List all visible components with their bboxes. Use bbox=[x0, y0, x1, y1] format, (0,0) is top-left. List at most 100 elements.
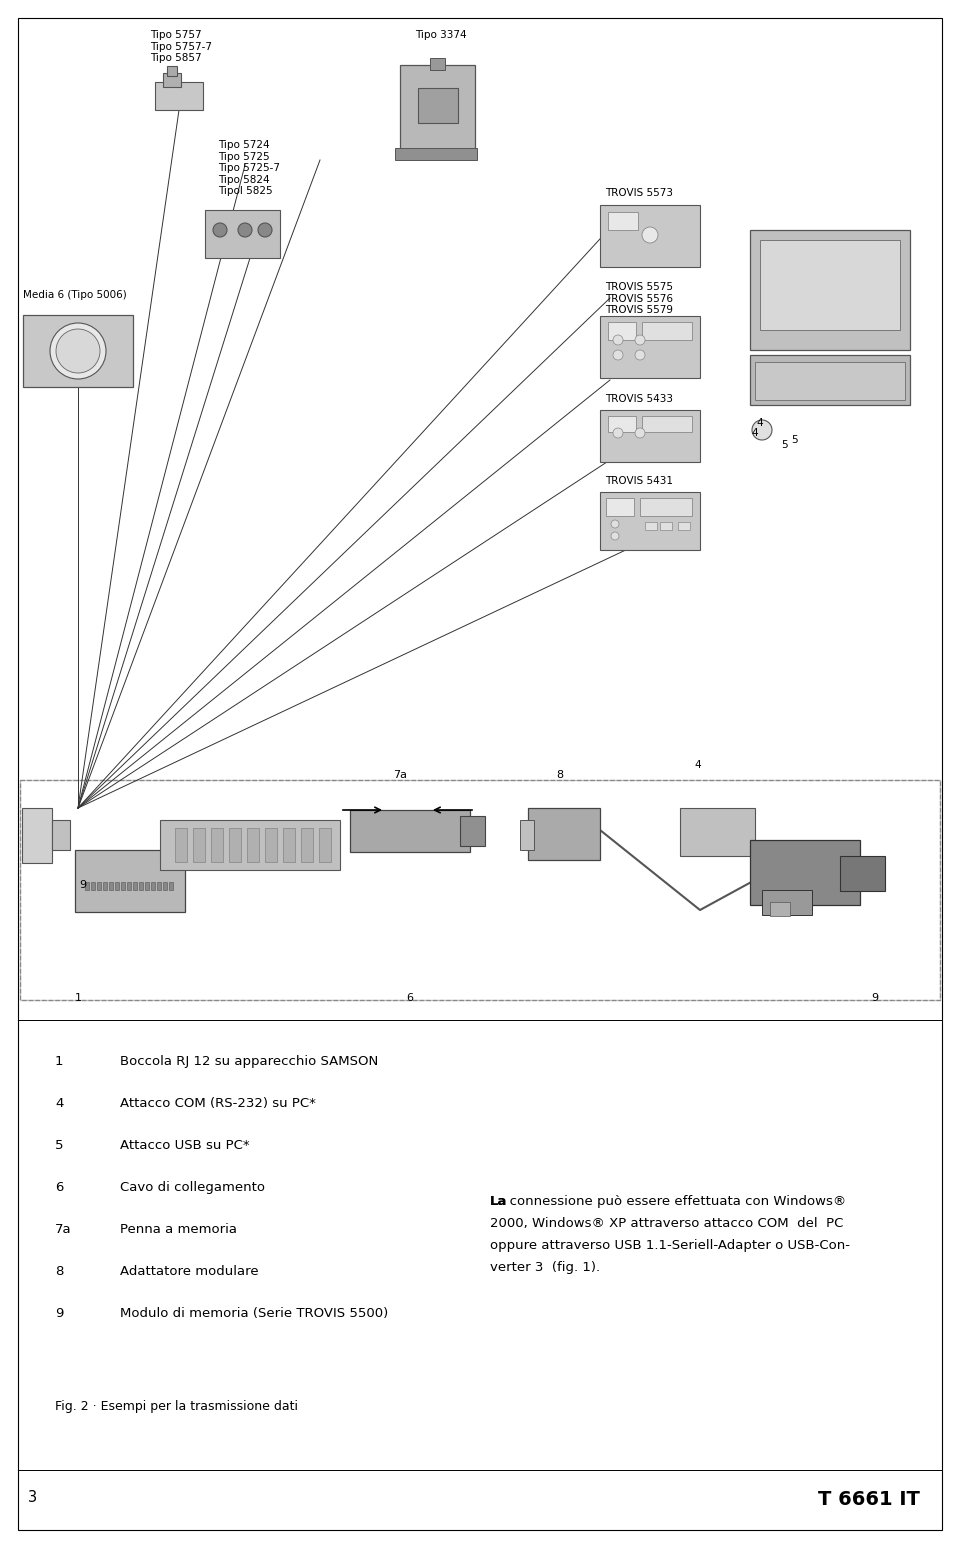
Circle shape bbox=[635, 334, 645, 345]
Text: 6: 6 bbox=[55, 1181, 63, 1194]
Bar bbox=[205, 211, 280, 259]
Circle shape bbox=[635, 350, 645, 361]
Text: Tipo 5724
Tipo 5725
Tipo 5725-7
Tipo 5824
Tipol 5825: Tipo 5724 Tipo 5725 Tipo 5725-7 Tipo 582… bbox=[218, 139, 280, 197]
Bar bbox=[283, 828, 295, 862]
Bar bbox=[645, 522, 657, 529]
Bar bbox=[750, 354, 910, 406]
Text: 4: 4 bbox=[756, 418, 763, 427]
Text: Adattatore modulare: Adattatore modulare bbox=[120, 1265, 258, 1279]
Bar bbox=[301, 828, 313, 862]
Bar bbox=[600, 204, 700, 266]
Text: 5: 5 bbox=[55, 1139, 63, 1152]
Bar bbox=[85, 882, 89, 890]
Text: 7a: 7a bbox=[55, 1223, 72, 1235]
Bar bbox=[640, 498, 692, 515]
Bar bbox=[678, 522, 690, 529]
Text: 7a: 7a bbox=[393, 769, 407, 780]
Bar bbox=[167, 67, 177, 76]
Bar bbox=[23, 314, 133, 387]
Circle shape bbox=[642, 228, 658, 243]
Circle shape bbox=[56, 330, 100, 373]
Bar bbox=[163, 73, 181, 87]
Bar bbox=[608, 212, 638, 231]
Text: 9: 9 bbox=[80, 879, 86, 890]
Text: TROVIS 5431: TROVIS 5431 bbox=[605, 475, 673, 486]
Bar bbox=[52, 820, 70, 850]
Bar bbox=[770, 902, 790, 916]
Bar bbox=[660, 522, 672, 529]
Bar bbox=[151, 882, 155, 890]
Text: verter 3  (fig. 1).: verter 3 (fig. 1). bbox=[490, 1262, 600, 1274]
Bar bbox=[193, 828, 205, 862]
Bar bbox=[840, 856, 885, 892]
Text: 1: 1 bbox=[55, 1056, 63, 1068]
Text: Media 6 (Tipo 5006): Media 6 (Tipo 5006) bbox=[23, 289, 127, 300]
Bar bbox=[642, 322, 692, 341]
Bar bbox=[155, 82, 203, 110]
Bar bbox=[157, 882, 161, 890]
Circle shape bbox=[611, 520, 619, 528]
Text: Tipo 5757
Tipo 5757-7
Tipo 5857: Tipo 5757 Tipo 5757-7 Tipo 5857 bbox=[150, 29, 212, 63]
Text: Boccola RJ 12 su apparecchio SAMSON: Boccola RJ 12 su apparecchio SAMSON bbox=[120, 1056, 378, 1068]
Bar bbox=[75, 850, 185, 912]
Text: 8: 8 bbox=[557, 769, 564, 780]
Text: Modulo di memoria (Serie TROVIS 5500): Modulo di memoria (Serie TROVIS 5500) bbox=[120, 1307, 388, 1320]
Text: 5: 5 bbox=[792, 435, 799, 444]
Text: 8: 8 bbox=[55, 1265, 63, 1279]
Text: TROVIS 5433: TROVIS 5433 bbox=[605, 395, 673, 404]
Circle shape bbox=[613, 334, 623, 345]
Bar bbox=[145, 882, 149, 890]
Bar bbox=[319, 828, 331, 862]
Circle shape bbox=[258, 223, 272, 237]
Bar bbox=[760, 240, 900, 330]
Text: 5: 5 bbox=[781, 440, 788, 450]
Bar bbox=[750, 841, 860, 906]
Text: 9: 9 bbox=[872, 992, 878, 1003]
Text: Tipo 3374: Tipo 3374 bbox=[415, 29, 467, 40]
Bar bbox=[97, 882, 101, 890]
Bar bbox=[133, 882, 137, 890]
Text: Cavo di collegamento: Cavo di collegamento bbox=[120, 1181, 265, 1194]
Bar bbox=[127, 882, 131, 890]
Text: 9: 9 bbox=[55, 1307, 63, 1320]
Text: 4: 4 bbox=[695, 760, 702, 769]
Bar bbox=[211, 828, 223, 862]
Text: Penna a memoria: Penna a memoria bbox=[120, 1223, 237, 1235]
Text: La: La bbox=[490, 1195, 508, 1207]
Bar bbox=[600, 410, 700, 461]
Text: Attacco USB su PC*: Attacco USB su PC* bbox=[120, 1139, 250, 1152]
Text: Attacco COM (RS-232) su PC*: Attacco COM (RS-232) su PC* bbox=[120, 1098, 316, 1110]
Bar bbox=[520, 820, 534, 850]
Text: T 6661 IT: T 6661 IT bbox=[818, 1491, 920, 1509]
Bar bbox=[528, 808, 600, 861]
Text: La connessione può essere effettuata con Windows®: La connessione può essere effettuata con… bbox=[490, 1195, 847, 1207]
Bar bbox=[163, 882, 167, 890]
Bar bbox=[115, 882, 119, 890]
Bar bbox=[109, 882, 113, 890]
Text: TROVIS 5573: TROVIS 5573 bbox=[605, 187, 673, 198]
Bar bbox=[229, 828, 241, 862]
Circle shape bbox=[611, 533, 619, 540]
Circle shape bbox=[613, 350, 623, 361]
Text: Fig. 2 · Esempi per la trasmissione dati: Fig. 2 · Esempi per la trasmissione dati bbox=[55, 1399, 298, 1413]
Bar bbox=[642, 416, 692, 432]
Bar bbox=[169, 882, 173, 890]
Text: 1: 1 bbox=[75, 992, 82, 1003]
Text: 2000, Windows® XP attraverso attacco COM  del  PC: 2000, Windows® XP attraverso attacco COM… bbox=[490, 1217, 844, 1231]
Bar bbox=[247, 828, 259, 862]
Text: 3: 3 bbox=[28, 1491, 37, 1505]
Circle shape bbox=[635, 427, 645, 438]
Bar bbox=[600, 492, 700, 550]
Bar bbox=[606, 498, 634, 515]
Bar bbox=[400, 65, 475, 150]
Bar bbox=[20, 780, 940, 1000]
Bar bbox=[608, 416, 636, 432]
Bar bbox=[139, 882, 143, 890]
Text: 4: 4 bbox=[752, 427, 758, 438]
Text: oppure attraverso USB 1.1-Seriell-Adapter o USB-Con-: oppure attraverso USB 1.1-Seriell-Adapte… bbox=[490, 1238, 850, 1252]
Bar bbox=[418, 88, 458, 122]
Bar bbox=[600, 316, 700, 378]
Bar bbox=[160, 820, 340, 870]
Text: TROVIS 5575
TROVIS 5576
TROVIS 5579: TROVIS 5575 TROVIS 5576 TROVIS 5579 bbox=[605, 282, 673, 316]
Bar bbox=[91, 882, 95, 890]
